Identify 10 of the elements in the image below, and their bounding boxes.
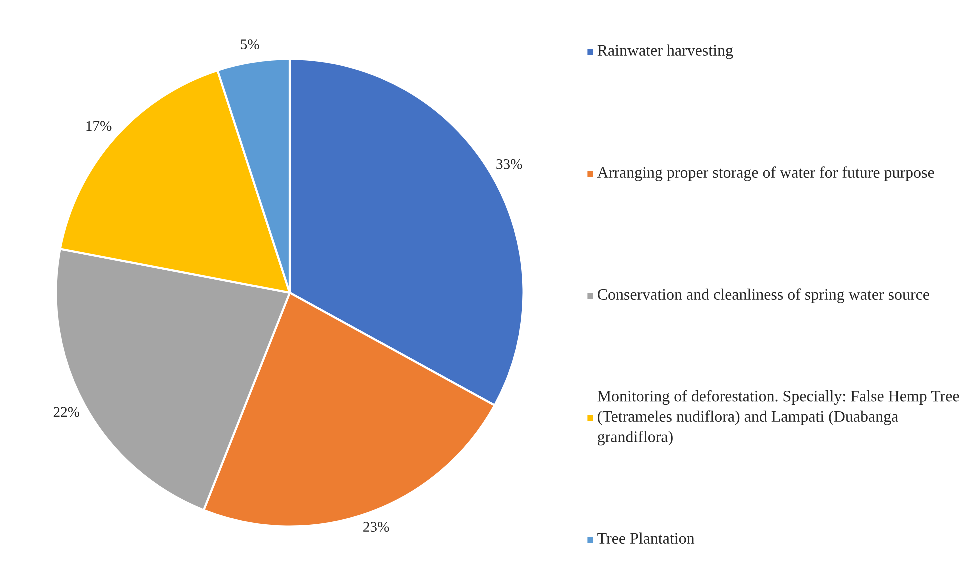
legend-label: Arranging proper storage of water for future purpose bbox=[597, 166, 934, 182]
data-label: 5% bbox=[241, 40, 260, 50]
data-label: 23% bbox=[364, 522, 390, 532]
data-label: 22% bbox=[54, 407, 80, 418]
data-label: 17% bbox=[86, 121, 112, 132]
legend-label: Rainwater harvesting bbox=[598, 44, 734, 60]
legend-label: Conservation and cleanliness of spring water source bbox=[598, 288, 930, 304]
legend-label: Tree Plantation bbox=[598, 532, 695, 544]
data-label: 33% bbox=[496, 159, 522, 170]
legend-label: Monitoring of deforestation. Specially: False Hemp Tree (Tetrameles nudiflora) and Lampati (Duabanga grandiflora) bbox=[598, 390, 960, 446]
